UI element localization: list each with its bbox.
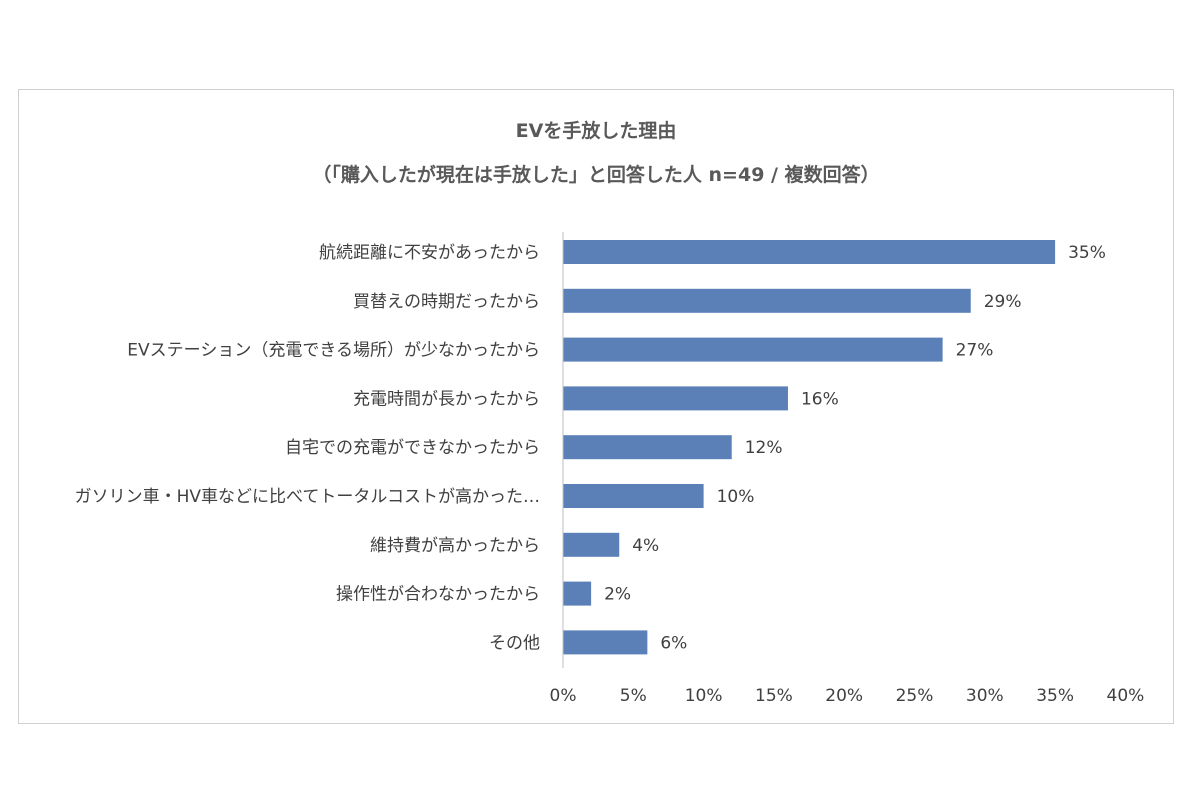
category-label: 買替えの時期だったから (353, 292, 540, 312)
value-label: 6% (660, 633, 687, 653)
value-label: 29% (984, 292, 1022, 312)
category-label: 維持費が高かったから (370, 536, 540, 556)
category-label: EVステーション（充電できる場所）が少なかったから (127, 341, 540, 361)
value-label: 4% (632, 536, 659, 556)
chart-title: EVを手放した理由 (516, 119, 677, 142)
x-tick-label: 40% (1107, 686, 1145, 706)
category-label: 航続距離に不安があったから (319, 243, 540, 263)
value-label: 27% (956, 341, 994, 361)
x-tick-label: 0% (550, 686, 577, 706)
bar (563, 435, 732, 460)
value-label: 35% (1068, 243, 1106, 263)
bar (563, 386, 788, 411)
category-label: その他 (489, 633, 540, 653)
chart-subtitle: （「購入したが現在は手放した」と回答した人 n=49 / 複数回答） (312, 163, 879, 186)
x-tick-label: 35% (1036, 686, 1074, 706)
bars-layer: 航続距離に不安があったから 35% 買替えの時期だったから 29% EVステーション（充… (75, 240, 1106, 655)
bar (563, 630, 648, 655)
x-tick-label: 5% (620, 686, 647, 706)
value-label: 2% (604, 585, 631, 605)
bar (563, 581, 592, 606)
x-axis-ticks: 0% 5% 10% 15% 20% 25% 30% 35% 40% (550, 686, 1145, 706)
x-tick-label: 10% (685, 686, 723, 706)
category-label: ガソリン車・HV車などに比べてトータルコストが高かった… (75, 487, 540, 507)
category-label: 操作性が合わなかったから (336, 585, 540, 605)
category-label: 自宅での充電ができなかったから (285, 438, 540, 458)
value-label: 12% (745, 438, 783, 458)
bar (563, 337, 943, 362)
x-tick-label: 15% (755, 686, 793, 706)
value-label: 10% (717, 487, 755, 507)
x-tick-label: 20% (825, 686, 863, 706)
bar (563, 484, 704, 508)
bar (563, 532, 620, 557)
x-tick-label: 30% (966, 686, 1004, 706)
x-tick-label: 25% (896, 686, 934, 706)
category-label: 充電時間が長かったから (353, 389, 540, 409)
bar (563, 240, 1056, 264)
bar (563, 288, 971, 313)
value-label: 16% (801, 389, 839, 409)
